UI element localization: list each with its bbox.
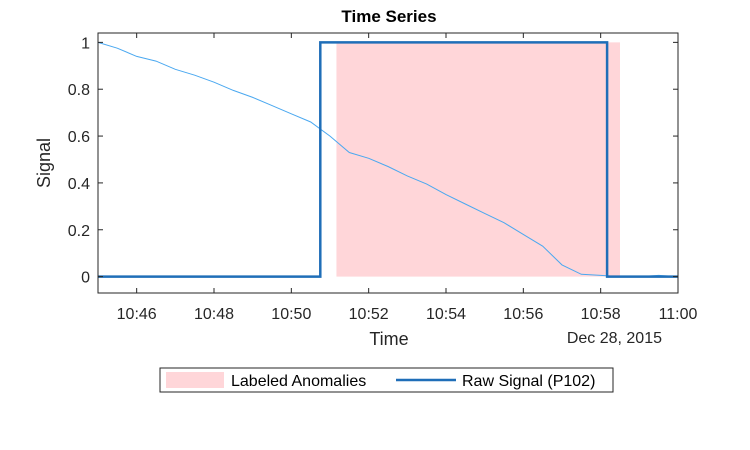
raw-signal-line [98, 41, 678, 278]
legend: Labeled Anomalies Raw Signal (P102) [159, 367, 614, 393]
legend-label-anomalies: Labeled Anomalies [231, 373, 366, 390]
y-tick-label: 0.6 [68, 129, 90, 146]
x-axis-date-label: Dec 28, 2015 [567, 330, 662, 347]
y-axis-label: Signal [34, 138, 54, 188]
x-tick-label: 10:48 [194, 306, 234, 323]
y-tick-label: 0.2 [68, 223, 90, 240]
chart-title: Time Series [341, 7, 436, 26]
y-tick-label: 0.4 [68, 176, 90, 193]
x-tick-label: 10:52 [349, 306, 389, 323]
x-tick-label: 10:56 [503, 306, 543, 323]
y-tick-label: 0 [81, 270, 90, 287]
axes: 10:46 10:48 10:50 10:52 10:54 10:56 10:58 11:00… [68, 33, 698, 323]
x-tick-label: 10:58 [581, 306, 621, 323]
plot-area [97, 41, 679, 278]
x-tick-label: 10:46 [117, 306, 157, 323]
signal-line [97, 41, 679, 278]
legend-label-raw-signal: Raw Signal (P102) [462, 373, 595, 390]
plot-frame [97, 32, 679, 294]
anomaly-region-0 [336, 42, 620, 277]
x-tick-label: 11:00 [659, 306, 698, 323]
x-axis-label: Time [369, 329, 408, 349]
x-tick-label: 10:54 [426, 306, 466, 323]
x-tick-label: 10:50 [271, 306, 311, 323]
legend-box [159, 367, 614, 393]
y-tick-label: 0.8 [68, 82, 90, 99]
y-tick-label: 1 [81, 35, 90, 52]
legend-swatch-anomalies [166, 372, 224, 388]
